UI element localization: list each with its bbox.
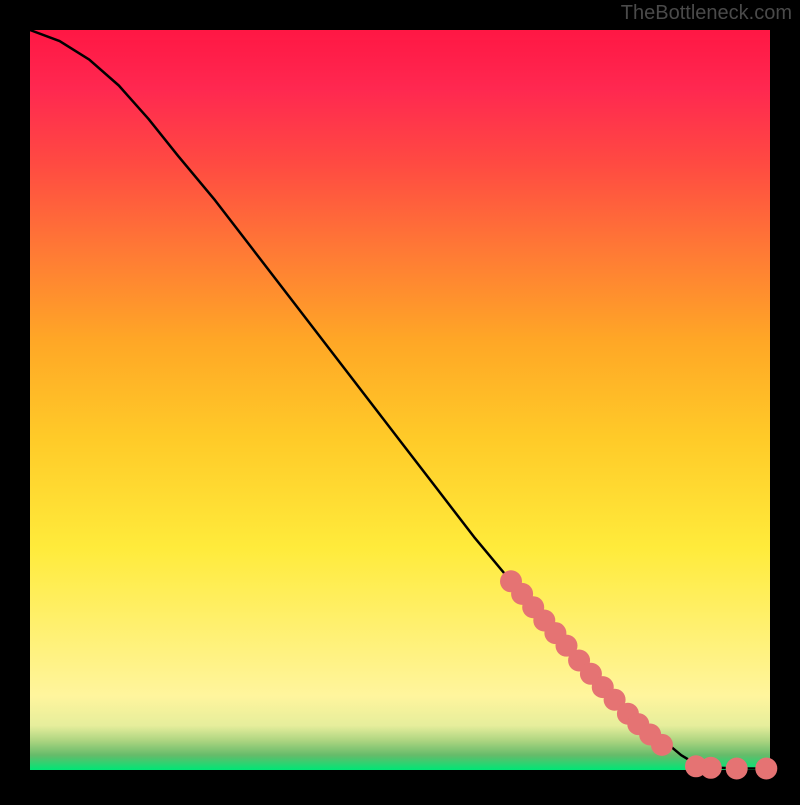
chart-svg [0,0,800,800]
chart-container [0,0,800,800]
watermark-text: TheBottleneck.com [621,2,792,25]
